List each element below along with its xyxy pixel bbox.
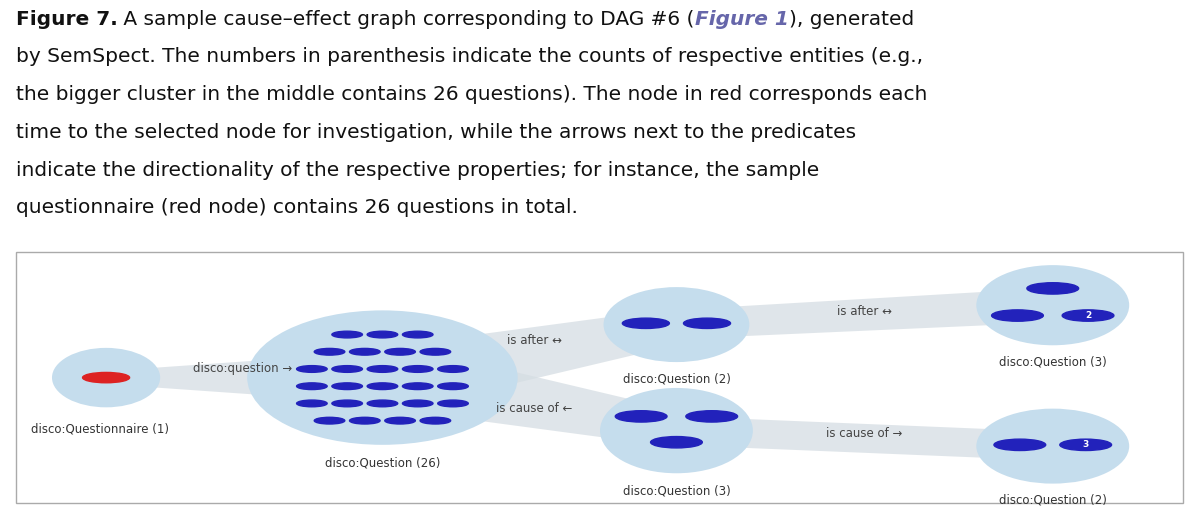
Text: Figure 7.: Figure 7. [16, 10, 118, 29]
Text: Figure 1: Figure 1 [695, 10, 788, 29]
Text: is after ↔: is after ↔ [506, 334, 562, 347]
Circle shape [332, 383, 362, 390]
Circle shape [83, 372, 130, 383]
Circle shape [686, 411, 738, 422]
Ellipse shape [604, 287, 749, 362]
Circle shape [420, 348, 451, 355]
Circle shape [684, 318, 731, 329]
Circle shape [991, 310, 1043, 321]
Circle shape [332, 331, 362, 338]
Circle shape [1060, 439, 1111, 451]
Circle shape [402, 400, 433, 407]
Circle shape [296, 366, 328, 372]
Ellipse shape [247, 310, 517, 445]
Circle shape [349, 417, 380, 424]
Circle shape [402, 331, 433, 338]
Circle shape [650, 437, 702, 448]
Circle shape [314, 348, 344, 355]
Circle shape [296, 383, 328, 390]
Text: A sample cause–effect graph corresponding to DAG #6 (: A sample cause–effect graph correspondin… [118, 10, 695, 29]
Ellipse shape [52, 348, 160, 408]
Circle shape [367, 331, 397, 338]
Circle shape [1027, 283, 1079, 294]
Text: 3: 3 [1082, 440, 1088, 450]
Circle shape [623, 318, 670, 329]
Polygon shape [664, 289, 1067, 338]
Text: is after ↔: is after ↔ [838, 305, 892, 318]
Circle shape [367, 400, 397, 407]
FancyBboxPatch shape [16, 252, 1183, 503]
Ellipse shape [977, 409, 1129, 484]
Text: the bigger cluster in the middle contains 26 questions). The node in red corresp: the bigger cluster in the middle contain… [16, 85, 926, 104]
Text: is cause of →: is cause of → [827, 426, 902, 440]
Text: disco:Question (2): disco:Question (2) [623, 372, 731, 386]
Circle shape [438, 366, 468, 372]
Text: is cause of ←: is cause of ← [496, 402, 572, 415]
Text: indicate the directionality of the respective properties; for instance, the samp: indicate the directionality of the respe… [16, 161, 818, 180]
Polygon shape [317, 313, 713, 399]
Text: disco:Questionnaire (1): disco:Questionnaire (1) [31, 423, 169, 436]
Ellipse shape [977, 265, 1129, 345]
Circle shape [296, 400, 328, 407]
Circle shape [314, 417, 344, 424]
Text: questionnaire (red node) contains 26 questions in total.: questionnaire (red node) contains 26 que… [16, 198, 577, 217]
Polygon shape [106, 352, 383, 403]
Circle shape [616, 411, 667, 422]
Circle shape [420, 417, 451, 424]
Text: by SemSpect. The numbers in parenthesis indicate the counts of respective entiti: by SemSpect. The numbers in parenthesis … [16, 48, 923, 67]
Circle shape [402, 366, 433, 372]
Text: 2: 2 [1085, 311, 1091, 320]
Text: disco:Question (3): disco:Question (3) [623, 485, 731, 498]
Circle shape [332, 366, 362, 372]
Ellipse shape [600, 388, 752, 473]
Text: disco:Question (26): disco:Question (26) [325, 457, 440, 470]
Circle shape [994, 439, 1045, 451]
Circle shape [332, 400, 362, 407]
Circle shape [1062, 310, 1114, 321]
Polygon shape [317, 356, 713, 442]
Circle shape [385, 417, 415, 424]
Circle shape [349, 348, 380, 355]
Text: disco:Question (3): disco:Question (3) [998, 356, 1106, 369]
Circle shape [367, 383, 397, 390]
Circle shape [402, 383, 433, 390]
Circle shape [438, 400, 468, 407]
Circle shape [438, 383, 468, 390]
Circle shape [385, 348, 415, 355]
Text: disco:question →: disco:question → [193, 362, 292, 375]
Text: ), generated: ), generated [788, 10, 914, 29]
Circle shape [367, 366, 397, 372]
Text: disco:Question (2): disco:Question (2) [998, 494, 1106, 507]
Polygon shape [666, 417, 1063, 460]
Text: time to the selected node for investigation, while the arrows next to the predic: time to the selected node for investigat… [16, 123, 856, 142]
